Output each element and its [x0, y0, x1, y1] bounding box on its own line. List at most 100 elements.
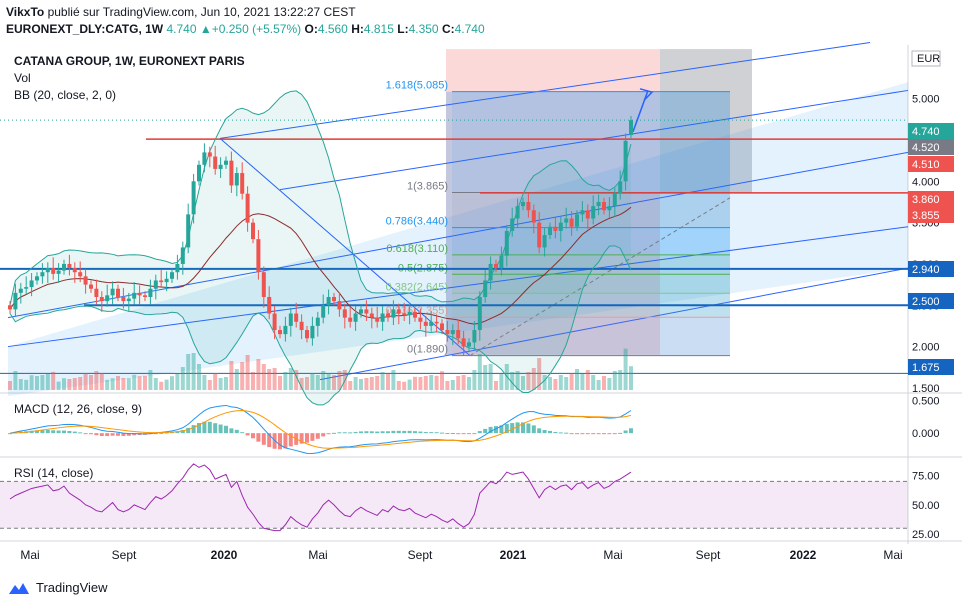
volume-bar — [159, 381, 164, 390]
volume-bar — [558, 375, 563, 390]
candle-body — [8, 305, 12, 310]
symbol-label: EURONEXT_DLY:CATG, 1W — [6, 22, 164, 36]
macd-histogram-bar — [299, 433, 304, 444]
volume-bar — [234, 369, 239, 390]
volume-bar — [299, 378, 304, 390]
bollinger-lower — [9, 245, 632, 406]
price-badge-label: 3.860 — [912, 194, 940, 206]
candle-body — [256, 239, 261, 273]
candle-body — [380, 313, 385, 322]
rsi-band — [0, 481, 908, 529]
macd-histogram-bar — [483, 428, 488, 434]
macd-histogram-bar — [537, 428, 542, 434]
macd-histogram-bar — [245, 433, 250, 436]
volume-bar — [413, 376, 417, 390]
volume-bar — [29, 375, 34, 390]
volume-bar — [207, 380, 212, 390]
candle-body — [35, 276, 39, 281]
volume-bar — [170, 376, 174, 390]
candle-body — [504, 230, 509, 256]
candle-body — [553, 226, 558, 231]
volume-bar — [315, 375, 320, 390]
volume-bar — [240, 362, 245, 390]
macd-histogram-bar — [67, 430, 72, 434]
volume-bar — [218, 378, 223, 390]
fib-level-label: 0.618(3.110) — [386, 243, 448, 255]
pitchfork-line — [219, 42, 871, 139]
candle-body — [488, 263, 493, 281]
candle-body — [326, 296, 331, 306]
volume-bar — [542, 375, 547, 390]
macd-histogram-bar — [110, 433, 115, 436]
volume-bar — [35, 376, 39, 390]
candle-body — [294, 313, 299, 322]
candle-body — [51, 268, 56, 274]
candle-body — [494, 263, 498, 269]
bollinger-fill — [10, 90, 631, 405]
macd-histogram-bar — [191, 425, 196, 434]
macd-histogram-bar — [89, 433, 93, 435]
macd-histogram-bar — [359, 431, 363, 434]
macd-tick-label: 0.000 — [912, 428, 940, 440]
macd-histogram-bar — [429, 432, 434, 434]
volume-bar — [278, 376, 282, 390]
time-tick-label: Mai — [308, 548, 327, 562]
macd-histogram-bar — [396, 430, 401, 434]
price-badge — [908, 156, 954, 172]
candle-body — [526, 201, 531, 211]
candle-body — [591, 206, 596, 219]
volume-bar — [434, 375, 439, 390]
candle-body — [213, 156, 218, 169]
time-tick-label: 2021 — [500, 548, 527, 562]
chart-canvas[interactable]: 1.618(5.085) 1(3.865) 0.786(3.440) 0.618(3.… — [0, 0, 962, 575]
macd-histogram-bar — [434, 432, 439, 434]
macd-histogram-bar — [234, 429, 239, 434]
candle-body — [369, 313, 374, 318]
macd-histogram-bar — [35, 430, 39, 434]
volume-bar — [202, 375, 207, 390]
volume-bar — [94, 371, 99, 390]
volume-bar — [51, 371, 56, 390]
macd-histogram-bar — [585, 433, 590, 435]
macd-histogram-bar — [580, 433, 585, 435]
high-label: H: — [351, 22, 364, 36]
macd-histogram-bar — [72, 431, 77, 434]
volume-bar — [494, 381, 498, 390]
tradingview-footer[interactable]: TradingView — [8, 580, 108, 595]
macd-histogram-bar — [623, 430, 628, 434]
macd-histogram-bar — [40, 430, 45, 434]
macd-histogram-bar — [521, 422, 525, 434]
candle-body — [159, 280, 164, 283]
volume-bar — [429, 375, 434, 390]
macd-histogram-bar — [8, 433, 12, 435]
candle-body — [207, 152, 212, 157]
time-tick-label: Sept — [112, 548, 137, 562]
macd-histogram-bar — [494, 426, 498, 434]
volume-bar — [472, 370, 477, 390]
volume-bar — [515, 371, 520, 390]
macd-histogram-bar — [510, 423, 515, 434]
pitchfork-handle — [219, 137, 471, 357]
macd-histogram-bar — [548, 430, 552, 434]
volume-bar — [45, 374, 50, 390]
macd-histogram-bar — [618, 432, 623, 434]
candle-body — [224, 160, 228, 165]
candle-body — [413, 311, 417, 318]
candle-body — [499, 255, 504, 269]
volume-bar — [337, 371, 342, 390]
macd-histogram-bar — [526, 423, 531, 434]
volume-bar — [288, 368, 293, 390]
candle-body — [278, 330, 282, 335]
macd-histogram-bar — [278, 433, 282, 450]
volume-bar — [67, 379, 72, 390]
macd-histogram-bar — [553, 431, 558, 434]
bollinger-basis — [9, 206, 632, 325]
volume-bar — [132, 374, 137, 390]
candle-body — [180, 247, 185, 264]
candle-body — [126, 298, 131, 302]
macd-histogram-bar — [596, 433, 601, 435]
candle-body — [288, 313, 293, 326]
rsi-tick-label: 25.00 — [912, 529, 940, 541]
macd-histogram-bar — [504, 424, 509, 434]
macd-histogram-bar — [224, 425, 228, 434]
